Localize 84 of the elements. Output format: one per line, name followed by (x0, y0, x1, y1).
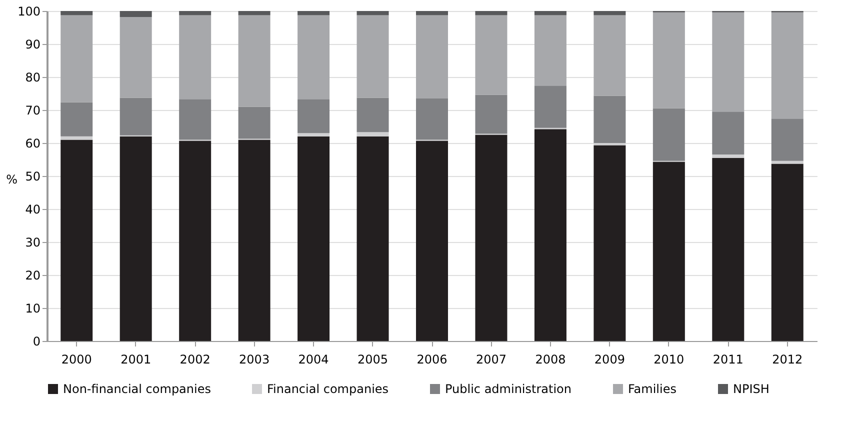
y-tick-label: 80 (25, 70, 40, 84)
legend-label: Public administration (445, 382, 572, 396)
x-tick-label: 2009 (594, 352, 625, 366)
y-tick-label: 50 (25, 170, 40, 184)
bar (238, 11, 270, 16)
bar (356, 15, 389, 98)
legend-label: NPISH (733, 382, 770, 396)
x-tick-label: 2007 (476, 352, 507, 366)
y-tick-label: 60 (25, 136, 40, 150)
bar (298, 133, 330, 136)
bar (120, 98, 152, 136)
bar (712, 158, 744, 341)
bar (238, 106, 270, 139)
bar (534, 11, 566, 16)
bar (594, 145, 626, 341)
x-tick-label: 2008 (535, 352, 566, 366)
bar (60, 140, 93, 341)
bar (416, 98, 448, 140)
bar (771, 164, 804, 341)
legend-label: Financial companies (267, 382, 389, 396)
bar (179, 11, 212, 16)
y-tick-label: 0 (32, 334, 40, 348)
x-tick-label: 2010 (654, 352, 684, 366)
bar (475, 15, 508, 95)
bar (60, 102, 93, 136)
x-tick-label: 2001 (120, 352, 152, 366)
y-tick-label: 40 (25, 202, 40, 216)
bar (356, 98, 389, 132)
bar (712, 112, 744, 155)
bar (652, 162, 685, 341)
bar (534, 86, 566, 128)
bar (298, 15, 330, 100)
bar (652, 12, 685, 108)
bar (60, 15, 93, 102)
bar (594, 96, 626, 143)
x-tick-label: 2003 (239, 352, 270, 366)
bar (712, 12, 744, 112)
bar (356, 136, 389, 341)
bar (179, 99, 212, 140)
x-tick-label: 2005 (357, 352, 388, 366)
x-tick-label: 2004 (298, 352, 329, 366)
y-axis-title: % (6, 172, 18, 186)
bar (238, 140, 270, 341)
bar (60, 11, 93, 16)
x-tick-label: 2011 (712, 352, 744, 366)
bar (179, 140, 212, 341)
bar (298, 136, 330, 341)
x-tick-label: 2000 (61, 352, 92, 366)
bar (475, 134, 508, 341)
bar (238, 15, 270, 107)
bar (771, 12, 804, 119)
bar (771, 160, 804, 164)
bar (416, 15, 448, 98)
bar (594, 11, 626, 16)
bar (594, 15, 626, 96)
y-tick-label: 10 (25, 302, 40, 316)
y-tick-label: 20 (25, 268, 40, 282)
bar (416, 140, 448, 341)
bar (356, 132, 389, 136)
x-tick-label: 2002 (180, 352, 210, 366)
bar (298, 99, 330, 134)
y-tick-label: 90 (25, 38, 40, 52)
y-tick-label: 70 (25, 104, 40, 118)
bar (416, 11, 448, 16)
bar (475, 11, 508, 16)
bar (771, 118, 804, 161)
legend-label: Families (628, 382, 676, 396)
bar (652, 108, 685, 161)
bar (356, 11, 389, 16)
bar (179, 15, 212, 100)
y-tick-label: 30 (25, 236, 40, 250)
bar (475, 94, 508, 134)
x-tick-label: 2012 (772, 352, 803, 366)
legend-label: Non-financial companies (63, 382, 211, 396)
bar (120, 136, 152, 341)
y-tick-label: 100 (18, 4, 40, 18)
bar (60, 136, 93, 140)
bar (298, 11, 330, 16)
bar (712, 154, 744, 158)
bar (120, 16, 152, 98)
x-tick-label: 2006 (416, 352, 448, 366)
bar (120, 11, 152, 17)
bar (534, 15, 566, 86)
bar (534, 129, 566, 341)
